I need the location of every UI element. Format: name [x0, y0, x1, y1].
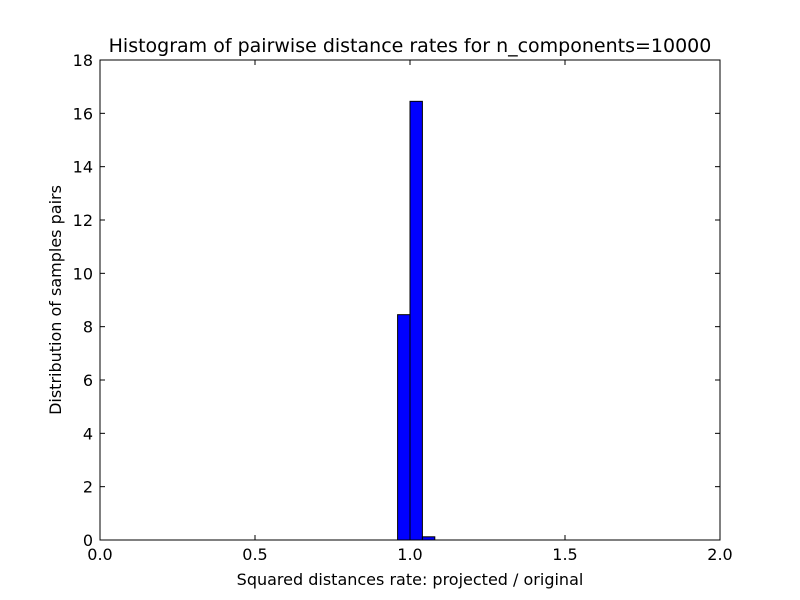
x-tick-label: 1.5: [552, 545, 577, 564]
y-tick-label: 6: [83, 371, 93, 390]
x-tick-label: 0.0: [87, 545, 112, 564]
y-tick-label: 10: [73, 264, 93, 283]
x-axis-label: Squared distances rate: projected / orig…: [237, 570, 584, 589]
y-axis-label: Distribution of samples pairs: [46, 185, 65, 415]
y-tick-label: 14: [73, 158, 93, 177]
y-tick-label: 4: [83, 424, 93, 443]
x-tick-label: 1.0: [397, 545, 422, 564]
histogram-bars: [397, 100, 436, 541]
y-tick-label: 8: [83, 318, 93, 337]
y-tick-label: 18: [73, 51, 93, 70]
x-tick-label: 0.5: [242, 545, 267, 564]
y-tick-label: 16: [73, 104, 93, 123]
y-tick-label: 0: [83, 531, 93, 550]
y-tick-label: 12: [73, 211, 93, 230]
y-tick-label: 2: [83, 478, 93, 497]
chart-title: Histogram of pairwise distance rates for…: [109, 35, 712, 57]
plot-frame: [99, 59, 721, 541]
histogram-bar-1: [397, 314, 411, 541]
x-axis-ticks: 0.0 0.5 1.0 1.5 2.0: [87, 60, 733, 564]
x-tick-label: 2.0: [707, 545, 732, 564]
histogram-bar-2: [409, 100, 423, 541]
